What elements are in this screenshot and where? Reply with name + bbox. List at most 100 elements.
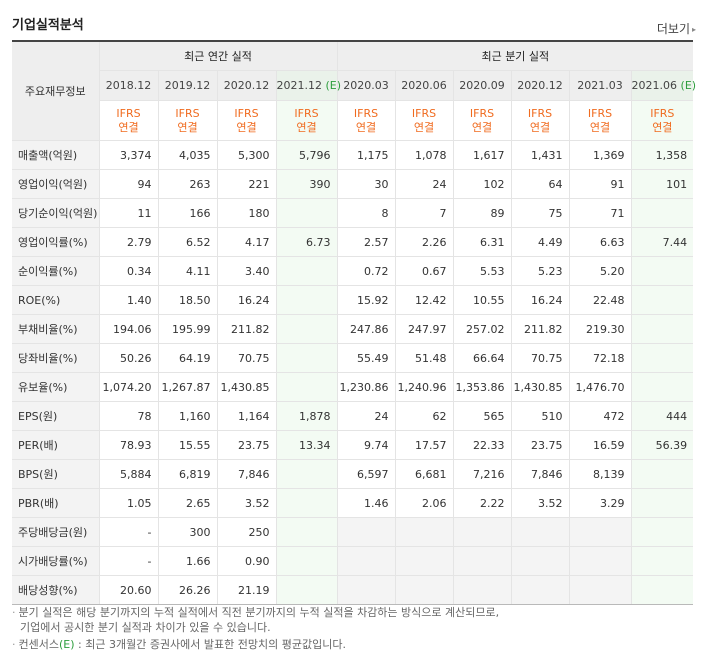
row-label: PBR(배) bbox=[12, 488, 100, 518]
table-cell: 250 bbox=[216, 517, 277, 547]
label-header: 주요재무정보 bbox=[12, 40, 100, 141]
bullet-icon: · bbox=[12, 606, 16, 619]
consolidated-label: 연결 bbox=[589, 120, 611, 134]
table-cell: 4.11 bbox=[157, 256, 218, 286]
period-header: 2020.03 bbox=[336, 70, 396, 101]
table-cell: 16.24 bbox=[216, 285, 277, 315]
table-cell bbox=[630, 314, 694, 344]
table-cell: 211.82 bbox=[510, 314, 570, 344]
table-cell: 72.18 bbox=[568, 343, 632, 373]
ifrs-header: IFRS 연결 bbox=[336, 100, 396, 141]
table-cell: 1,164 bbox=[216, 401, 277, 431]
table-row: 부채비율(%) 194.06 195.99 211.82 247.86 247.97 257… bbox=[12, 314, 694, 344]
table-cell: 102 bbox=[452, 169, 512, 199]
table-cell bbox=[452, 575, 512, 605]
bullet-icon: · bbox=[12, 638, 16, 651]
table-cell bbox=[510, 575, 570, 605]
period-label: 2021.03 bbox=[577, 79, 623, 92]
table-cell: 3.52 bbox=[216, 488, 277, 518]
ifrs-label: IFRS bbox=[175, 106, 200, 120]
table-row: 순이익률(%) 0.34 4.11 3.40 0.72 0.67 5.53 5.23 5.20 bbox=[12, 256, 694, 286]
ifrs-header: IFRS 연결 bbox=[630, 100, 694, 141]
table-cell: 1,358 bbox=[630, 140, 694, 170]
table-cell bbox=[630, 488, 694, 518]
table-cell: 66.64 bbox=[452, 343, 512, 373]
table-cell: 21.19 bbox=[216, 575, 277, 605]
period-label: 2020.06 bbox=[401, 79, 447, 92]
table-cell: 71 bbox=[568, 198, 632, 228]
period-label: 2019.12 bbox=[164, 79, 211, 92]
row-label: 당좌비율(%) bbox=[12, 343, 100, 373]
table-cell: 16.59 bbox=[568, 430, 632, 460]
table-row: 시가배당률(%) -1.66 0.90 bbox=[12, 546, 694, 576]
table-cell bbox=[275, 285, 338, 315]
section-title: 기업실적분석 bbox=[12, 18, 84, 33]
table-cell: 6.52 bbox=[157, 227, 218, 257]
period-label: 2018.12 bbox=[105, 79, 152, 92]
table-cell bbox=[336, 546, 396, 576]
table-cell: 1,476.70 bbox=[568, 372, 632, 402]
table-cell bbox=[630, 517, 694, 547]
period-header: 2021.12 (E) bbox=[275, 70, 341, 101]
table-cell: 78 bbox=[98, 401, 159, 431]
table-cell: 510 bbox=[510, 401, 570, 431]
table-cell: 10.55 bbox=[452, 285, 512, 315]
table-cell: 6.63 bbox=[568, 227, 632, 257]
table-cell: 221 bbox=[216, 169, 277, 199]
footnote-estimate-mark: (E) bbox=[58, 638, 75, 651]
period-header: 2021.06 (E) bbox=[630, 70, 696, 101]
table-cell: 70.75 bbox=[510, 343, 570, 373]
table-cell: 5.20 bbox=[568, 256, 632, 286]
consolidated-label: 연결 bbox=[529, 120, 551, 134]
row-label: ROE(%) bbox=[12, 285, 100, 315]
table-cell: 1,430.85 bbox=[216, 372, 277, 402]
chevron-right-icon: ▸ bbox=[691, 25, 696, 34]
row-label: 시가배당률(%) bbox=[12, 546, 100, 576]
footnote-quarterly-line2: 기업에서 공시한 분기 실적과 차이가 있을 수 있습니다. bbox=[20, 621, 271, 634]
table-row: 영업이익(억원) 94 263 221 390 30 24 102 64 91 101 bbox=[12, 169, 694, 199]
table-cell: 12.42 bbox=[394, 285, 454, 315]
table-cell: 7.44 bbox=[630, 227, 694, 257]
table-cell: 75 bbox=[510, 198, 570, 228]
period-label: 2021.06 bbox=[631, 79, 678, 92]
table-cell: 1,878 bbox=[275, 401, 338, 431]
table-cell: 22.48 bbox=[568, 285, 632, 315]
table-cell: 195.99 bbox=[157, 314, 218, 344]
table-cell: 1,267.87 bbox=[157, 372, 218, 402]
table-cell: 4.17 bbox=[216, 227, 277, 257]
consolidated-label: 연결 bbox=[355, 120, 377, 134]
ifrs-header: IFRS 연결 bbox=[99, 100, 159, 141]
table-cell: 1.66 bbox=[157, 546, 218, 576]
more-link[interactable]: 더보기 ▸ bbox=[657, 20, 696, 37]
table-cell: 1,353.86 bbox=[452, 372, 512, 402]
table-cell: 7,846 bbox=[216, 459, 277, 489]
table-row: 매출액(억원) 3,374 4,035 5,300 5,796 1,175 1,078 1,6… bbox=[12, 140, 694, 170]
table-cell bbox=[510, 546, 570, 576]
period-header: 2020.12 bbox=[510, 70, 570, 101]
table-row: 영업이익률(%) 2.79 6.52 4.17 6.73 2.57 2.26 6.31 4.49… bbox=[12, 227, 694, 257]
table-cell: 4,035 bbox=[157, 140, 218, 170]
estimate-mark: (E) bbox=[325, 79, 342, 92]
table-cell: 6.31 bbox=[452, 227, 512, 257]
table-cell: 7,846 bbox=[510, 459, 570, 489]
ifrs-label: IFRS bbox=[294, 106, 319, 120]
table-cell: 1.05 bbox=[98, 488, 159, 518]
table-cell: 166 bbox=[157, 198, 218, 228]
table-cell: 26.26 bbox=[157, 575, 218, 605]
more-label[interactable]: 더보기 bbox=[656, 22, 690, 36]
table-cell bbox=[568, 575, 632, 605]
table-cell: 62 bbox=[394, 401, 454, 431]
ifrs-header: IFRS 연결 bbox=[510, 100, 570, 141]
table-cell: 5,796 bbox=[275, 140, 338, 170]
table-row: 당기순이익(억원) 11 166 180 8 7 89 75 71 bbox=[12, 198, 694, 228]
table-cell: 2.79 bbox=[98, 227, 159, 257]
table-cell: 8 bbox=[336, 198, 396, 228]
table-cell: 1,431 bbox=[510, 140, 570, 170]
footnotes: · 분기 실적은 해당 분기까지의 누적 실적에서 직전 분기까지의 누적 실적을… bbox=[12, 605, 499, 654]
table-cell: 247.86 bbox=[336, 314, 396, 344]
table-cell bbox=[630, 575, 694, 605]
table-cell bbox=[630, 343, 694, 373]
period-label: 2020.09 bbox=[459, 79, 505, 92]
table-cell: 6,681 bbox=[394, 459, 454, 489]
table-cell: 55.49 bbox=[336, 343, 396, 373]
